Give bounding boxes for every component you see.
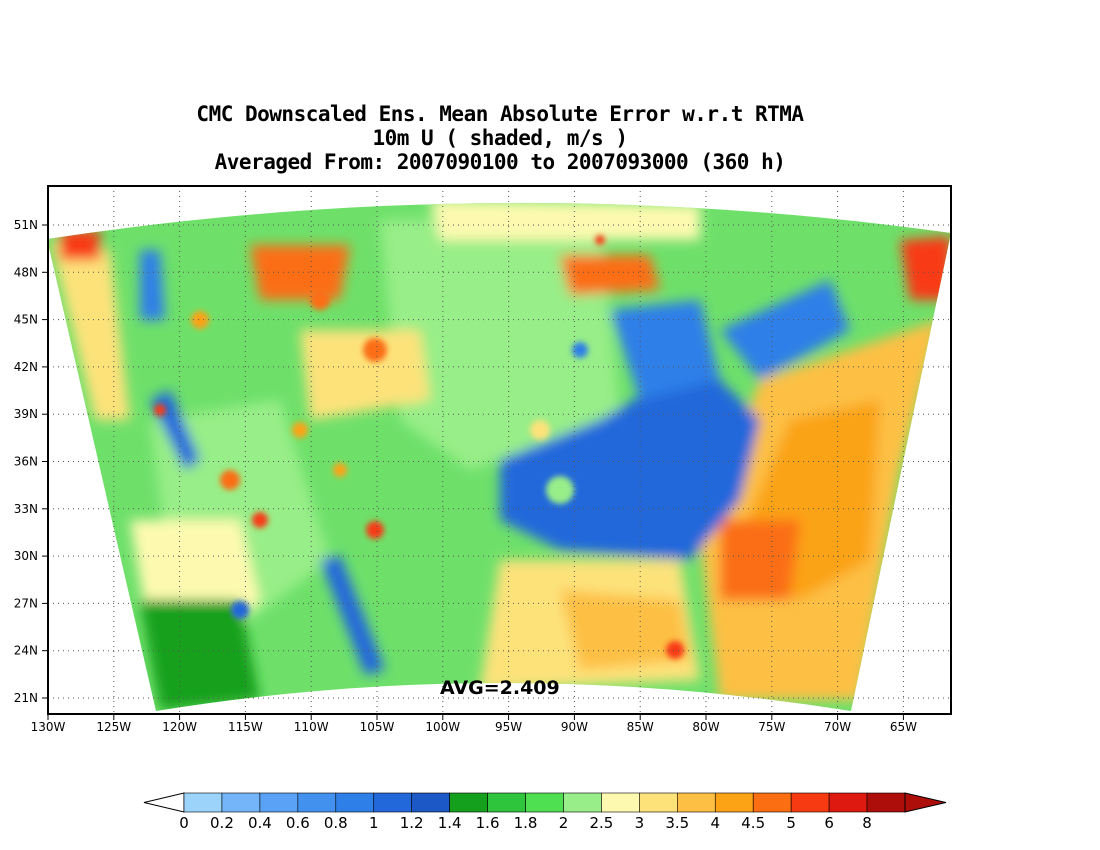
colorbar-swatch <box>487 792 526 813</box>
title-line-2: 10m U ( shaded, m/s ) <box>372 126 628 150</box>
average-label: AVG=2.409 <box>440 677 560 699</box>
lon-label: 100W <box>425 720 460 734</box>
lon-label: 90W <box>561 720 588 734</box>
lat-label: 36N <box>14 455 38 469</box>
colorbar-label: 2 <box>559 814 569 832</box>
latitude-labels: 51N 48N 45N 42N 39N 36N 33N 30N 27N 24N 21N <box>14 218 48 705</box>
lat-label: 51N <box>14 218 38 232</box>
colorbar-swatch <box>601 792 640 813</box>
colorbar <box>143 792 947 813</box>
colorbar-label: 0.8 <box>324 814 348 832</box>
lon-label: 105W <box>360 720 395 734</box>
colorbar-label: 1.4 <box>438 814 462 832</box>
lat-label: 24N <box>14 644 38 658</box>
colorbar-swatch <box>183 792 223 813</box>
colorbar-swatch <box>525 792 564 813</box>
colorbar-label: 1.2 <box>400 814 424 832</box>
colorbar-swatch <box>373 792 412 813</box>
lon-label: 125W <box>96 720 131 734</box>
shaded-field <box>48 202 951 711</box>
colorbar-label: 6 <box>824 814 834 832</box>
colorbar-label: 4.5 <box>741 814 765 832</box>
lat-label: 33N <box>14 502 38 516</box>
colorbar-swatch <box>828 792 868 813</box>
colorbar-swatch <box>677 792 716 813</box>
lat-label: 45N <box>14 313 38 327</box>
lon-label: 120W <box>162 720 197 734</box>
lon-label: 85W <box>627 720 654 734</box>
colorbar-swatch <box>335 792 375 813</box>
plot-frame <box>47 185 952 715</box>
lon-label: 70W <box>824 720 851 734</box>
colorbar-swatch <box>297 792 337 813</box>
longitude-labels: 130W 125W 120W 115W 110W 105W 100W 95W 90W 85W 80W… <box>31 714 917 734</box>
colorbar-label: 0.6 <box>286 814 310 832</box>
lat-label: 42N <box>14 360 38 374</box>
colorbar-label: 1.8 <box>514 814 538 832</box>
colorbar-label: 5 <box>786 814 796 832</box>
lon-label: 130W <box>31 720 66 734</box>
colorbar-label: 0.4 <box>248 814 272 832</box>
lon-label: 95W <box>495 720 522 734</box>
title-line-3: Averaged From: 2007090100 to 2007093000 … <box>214 150 786 174</box>
lat-label: 21N <box>14 691 38 705</box>
lon-label: 80W <box>692 720 719 734</box>
colorbar-over-arrow <box>904 792 947 813</box>
colorbar-label: 0.2 <box>210 814 234 832</box>
lon-label: 115W <box>228 720 263 734</box>
colorbar-swatch <box>639 792 678 813</box>
colorbar-under-arrow <box>143 792 185 813</box>
lon-label: 75W <box>758 720 785 734</box>
lat-label: 48N <box>14 265 38 279</box>
colorbar-label: 8 <box>862 814 872 832</box>
colorbar-label: 3 <box>635 814 645 832</box>
lon-label: 65W <box>890 720 917 734</box>
colorbar-swatch <box>790 792 830 813</box>
colorbar-swatch <box>714 792 754 813</box>
colorbar-label: 1.6 <box>476 814 500 832</box>
gridlines <box>48 186 951 714</box>
colorbar-swatch <box>221 792 261 813</box>
colorbar-label: 0 <box>179 814 189 832</box>
colorbar-swatch <box>752 792 792 813</box>
lon-label: 110W <box>294 720 329 734</box>
lat-label: 30N <box>14 549 38 563</box>
colorbar-label: 3.5 <box>665 814 689 832</box>
lat-label: 39N <box>14 407 38 421</box>
colorbar-swatch <box>449 792 488 813</box>
colorbar-swatch <box>563 792 602 813</box>
colorbar-label: 2.5 <box>589 814 613 832</box>
colorbar-swatch <box>866 792 906 813</box>
title-line-1: CMC Downscaled Ens. Mean Absolute Error … <box>196 102 804 126</box>
colorbar-label: 4 <box>710 814 720 832</box>
lat-label: 27N <box>14 596 38 610</box>
colorbar-swatch <box>259 792 299 813</box>
colorbar-label: 1 <box>369 814 379 832</box>
colorbar-swatch <box>411 792 450 813</box>
colorbar-labels: 0 0.2 0.4 0.6 0.8 1 1.2 1.4 1.6 1.8 2 2.5 3 3.5 4 4.5 5 6… <box>179 814 872 832</box>
